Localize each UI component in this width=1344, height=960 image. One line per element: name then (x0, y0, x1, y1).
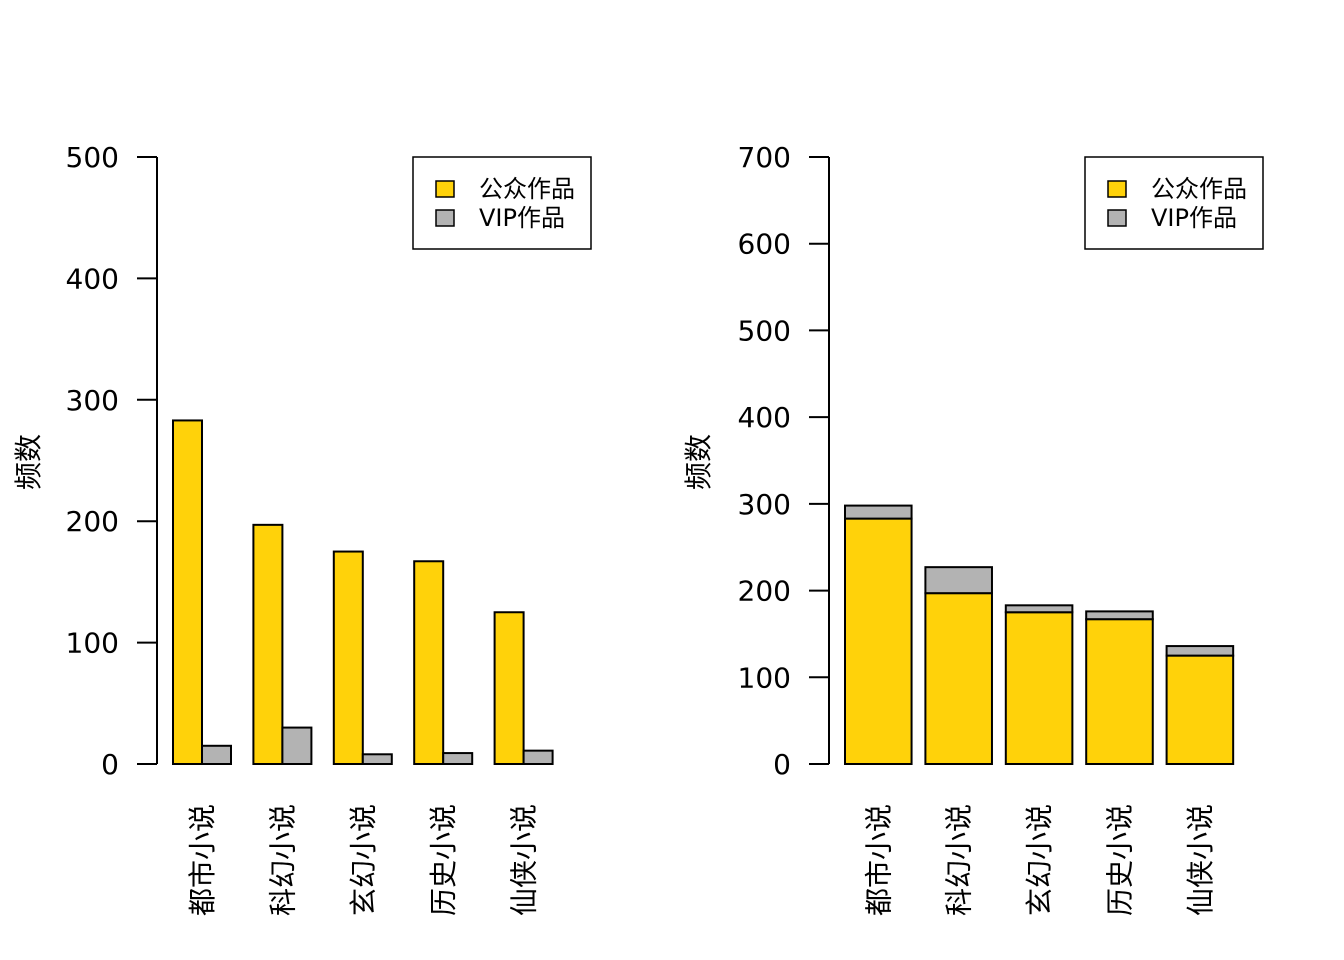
bar-segment (1165, 654, 1235, 765)
bar (332, 550, 364, 765)
y-tick-label: 300 (66, 384, 119, 417)
bar (522, 749, 554, 765)
y-tick-label: 700 (738, 141, 791, 174)
bar-segment (1004, 611, 1074, 765)
x-tick-label: 历史小说 (427, 804, 460, 916)
legend-label: 公众作品 (1151, 175, 1247, 203)
bar-segment (1085, 610, 1154, 621)
x-tick-label: 玄幻小说 (1023, 804, 1056, 916)
y-tick-label: 100 (738, 661, 791, 694)
bar-segment (1165, 645, 1235, 657)
bar-segment (924, 566, 993, 595)
legend-box (1084, 156, 1264, 250)
bar-segment (844, 504, 913, 520)
y-tick-label: 300 (738, 488, 791, 521)
bar (361, 753, 393, 766)
x-tick-label: 仙侠小说 (508, 804, 541, 916)
y-axis-label: 频数 (12, 434, 45, 490)
bar (413, 560, 445, 766)
y-tick-label: 400 (66, 262, 119, 295)
bar (442, 752, 474, 765)
y-tick-label: 0 (101, 748, 119, 781)
bar (201, 744, 232, 765)
y-tick-label: 200 (66, 505, 119, 538)
bar-segment (844, 517, 913, 765)
x-tick-label: 都市小说 (862, 804, 895, 916)
y-tick-label: 0 (773, 748, 791, 781)
y-tick-label: 500 (66, 141, 119, 174)
grouped-bar-chart: 频数 0 100 200 300 400 500 都市小说 科幻小说 玄幻小说 历史小说 仙侠小说 公… (12, 141, 592, 916)
legend-swatch (1107, 180, 1127, 198)
x-tick-label: 科幻小说 (943, 804, 976, 916)
x-tick-label: 科幻小说 (266, 804, 299, 916)
bar-segment (924, 592, 993, 765)
bar (252, 523, 284, 765)
y-tick-label: 400 (738, 401, 791, 434)
bar (493, 611, 525, 765)
x-tick-label: 仙侠小说 (1184, 804, 1217, 916)
x-tick-label: 历史小说 (1103, 804, 1136, 916)
y-axis-label: 频数 (682, 434, 715, 490)
legend-box (412, 156, 592, 250)
bar (281, 726, 313, 766)
stacked-bar-chart: 频数 0 100 200 300 400 500 600 700 都市小说 科幻小说 玄幻小说 历史小… (682, 141, 1264, 916)
legend-swatch (1107, 209, 1127, 227)
legend-label: VIP作品 (479, 204, 565, 232)
legend-label: VIP作品 (1151, 204, 1237, 232)
bar (172, 419, 203, 765)
y-tick-label: 200 (738, 575, 791, 608)
x-tick-label: 玄幻小说 (347, 804, 380, 916)
y-tick-label: 600 (738, 228, 791, 261)
x-tick-label: 都市小说 (186, 804, 219, 916)
bar-segment (1085, 618, 1154, 765)
y-tick-label: 500 (738, 314, 791, 347)
y-tick-label: 100 (66, 627, 119, 660)
legend-swatch (435, 180, 455, 198)
legend-label: 公众作品 (479, 175, 575, 203)
legend-swatch (435, 209, 455, 227)
bar-segment (1004, 604, 1074, 614)
